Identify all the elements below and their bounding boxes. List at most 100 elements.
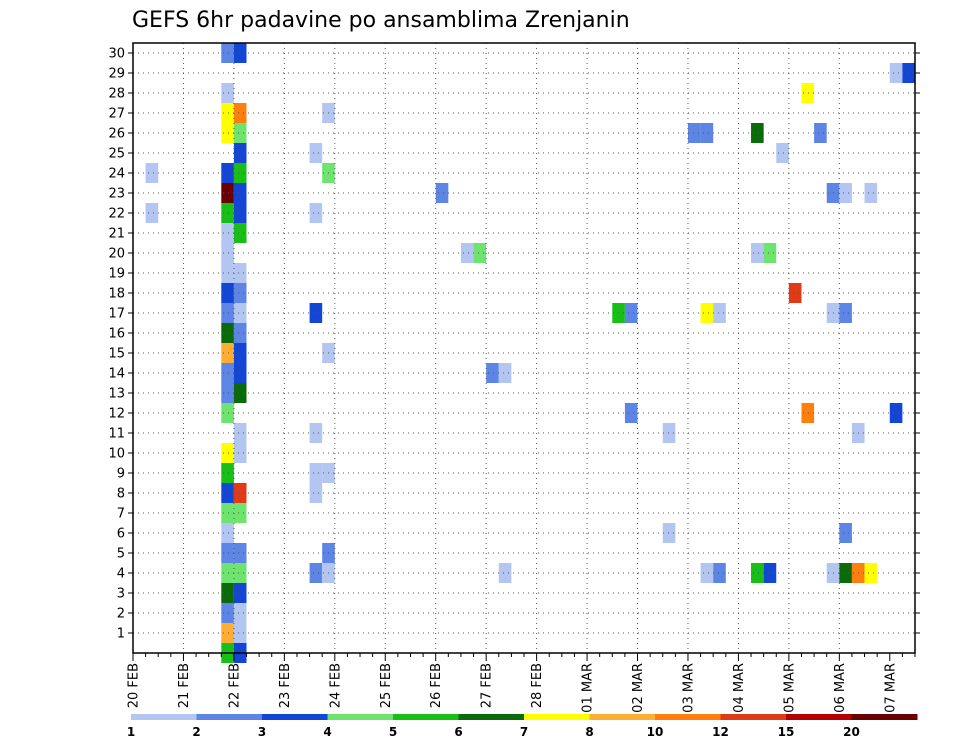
heat-cell xyxy=(233,203,247,223)
heat-cell xyxy=(233,623,247,643)
heat-cell xyxy=(145,203,159,223)
heat-cell xyxy=(221,43,234,63)
y-tick-label: 22 xyxy=(108,207,125,222)
legend-swatch xyxy=(458,714,525,720)
heat-cell xyxy=(864,563,878,583)
heat-cell xyxy=(751,563,764,583)
heat-cell xyxy=(864,183,878,203)
heat-cell xyxy=(839,563,852,583)
heat-cell xyxy=(221,183,234,203)
legend-swatch xyxy=(589,714,656,720)
heat-cell xyxy=(700,563,714,583)
heat-cell xyxy=(233,303,247,323)
y-tick-label: 14 xyxy=(108,367,125,382)
heat-cell xyxy=(839,303,852,323)
heat-cell xyxy=(221,383,234,403)
x-tick-label: 24 FEB xyxy=(328,663,343,708)
x-tick-label: 23 FEB xyxy=(278,663,293,708)
legend-label: 6 xyxy=(454,725,462,739)
legend-swatch xyxy=(524,714,590,720)
x-tick-label: 26 FEB xyxy=(429,663,444,708)
heat-cell xyxy=(473,243,487,263)
legend-swatch xyxy=(262,714,328,720)
y-tick-label: 11 xyxy=(108,427,125,442)
y-tick-label: 3 xyxy=(117,587,125,602)
heat-cell xyxy=(221,263,234,283)
y-tick-label: 4 xyxy=(117,567,125,582)
heat-cell xyxy=(221,483,234,503)
heat-cell xyxy=(145,163,159,183)
y-tick-label: 19 xyxy=(108,267,125,282)
heat-cell xyxy=(751,123,764,143)
heat-cell xyxy=(233,123,247,143)
heat-cell xyxy=(309,423,323,443)
heat-cell xyxy=(233,483,247,503)
heat-cell xyxy=(309,563,323,583)
heat-cell xyxy=(624,303,638,323)
heat-cell xyxy=(233,423,247,443)
heat-cell xyxy=(839,183,852,203)
heat-cell xyxy=(814,123,827,143)
y-tick-label: 9 xyxy=(117,467,125,482)
heat-cell xyxy=(221,503,234,523)
heat-cell xyxy=(233,263,247,283)
y-tick-label: 25 xyxy=(108,147,125,162)
heat-cell xyxy=(309,463,323,483)
heat-cell xyxy=(498,363,512,383)
x-tick-label: 05 MAR xyxy=(782,663,797,713)
heat-cell xyxy=(221,463,234,483)
legend-swatch xyxy=(720,714,787,720)
heat-cell xyxy=(221,603,234,623)
x-tick-label: 25 FEB xyxy=(379,663,394,708)
heat-cell xyxy=(662,523,676,543)
y-tick-label: 27 xyxy=(108,107,125,122)
heat-cell xyxy=(233,323,247,343)
y-tick-label: 28 xyxy=(108,87,125,102)
chart-title: GEFS 6hr padavine po ansamblima Zrenjani… xyxy=(132,8,630,33)
heat-cell xyxy=(221,203,234,223)
heat-cell xyxy=(435,183,449,203)
y-tick-label: 23 xyxy=(108,187,125,202)
y-axis: 1234567891011121314151617181920212223242… xyxy=(108,47,920,642)
heat-cell xyxy=(221,583,234,603)
heat-cell xyxy=(233,43,247,63)
grid-layer xyxy=(133,43,915,653)
legend-label: 7 xyxy=(520,725,528,739)
heat-cell xyxy=(221,523,234,543)
heat-cell xyxy=(221,303,234,323)
x-tick-label: 06 MAR xyxy=(833,663,848,713)
heat-cell xyxy=(889,63,903,83)
y-tick-label: 21 xyxy=(108,227,125,242)
cells-layer xyxy=(145,43,915,663)
y-tick-label: 20 xyxy=(108,247,125,262)
y-tick-label: 12 xyxy=(108,407,125,422)
heat-cell xyxy=(751,243,764,263)
heat-cell xyxy=(460,243,474,263)
heat-cell xyxy=(700,303,714,323)
heat-cell xyxy=(624,403,638,423)
legend-swatch xyxy=(393,714,459,720)
heat-cell xyxy=(233,563,247,583)
heat-cell xyxy=(221,543,234,563)
y-tick-label: 29 xyxy=(108,67,125,82)
heat-cell xyxy=(233,503,247,523)
legend-label: 4 xyxy=(323,725,331,739)
legend-label: 10 xyxy=(647,725,664,739)
heat-cell xyxy=(221,223,234,243)
heat-cell xyxy=(221,443,234,463)
y-tick-label: 17 xyxy=(108,307,125,322)
x-tick-label: 04 MAR xyxy=(732,663,747,713)
legend-label: 20 xyxy=(843,725,860,739)
heat-cell xyxy=(486,363,499,383)
y-tick-label: 2 xyxy=(117,607,125,622)
y-tick-label: 10 xyxy=(108,447,125,462)
heat-cell xyxy=(498,563,512,583)
heat-cell xyxy=(233,183,247,203)
x-tick-label: 22 FEB xyxy=(227,663,242,708)
heat-cell xyxy=(233,343,247,363)
heat-cell xyxy=(233,603,247,623)
x-axis: 20 FEB 21 FEB 22 FEB 23 FEB 24 FEB 25 FEB 26 F… xyxy=(127,653,916,713)
x-tick-label: 07 MAR xyxy=(883,663,898,713)
heat-cell xyxy=(662,423,676,443)
